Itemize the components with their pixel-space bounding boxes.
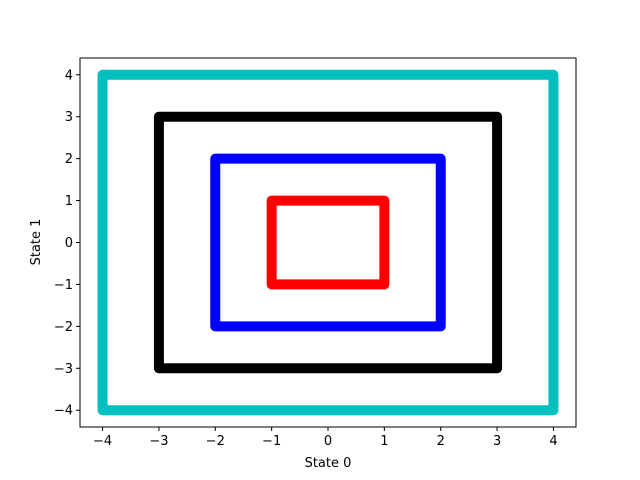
y-axis-label: State 1 bbox=[29, 219, 44, 266]
y-tick-label: −4 bbox=[54, 404, 73, 419]
series-line-0 bbox=[97, 69, 559, 416]
x-tick-label: 4 bbox=[549, 434, 557, 449]
x-tick-label: 2 bbox=[437, 434, 445, 449]
y-tick-label: 3 bbox=[65, 110, 73, 125]
y-tick-label: 1 bbox=[65, 194, 73, 209]
y-axis-ticks: −4 −3 −2 −1 0 1 2 3 4 bbox=[54, 68, 80, 419]
x-tick-label: −4 bbox=[93, 434, 112, 449]
y-tick-label: −3 bbox=[54, 362, 73, 377]
y-tick-label: −1 bbox=[54, 278, 73, 293]
y-tick-label: 4 bbox=[65, 68, 73, 83]
x-axis-ticks: −4 −3 −2 −1 0 1 2 3 4 bbox=[93, 427, 558, 449]
x-axis-label: State 0 bbox=[305, 456, 352, 471]
x-tick-label: 1 bbox=[380, 434, 388, 449]
x-tick-label: −3 bbox=[149, 434, 168, 449]
plot-area bbox=[79, 57, 577, 428]
y-tick-label: −2 bbox=[54, 320, 73, 335]
series-line-3 bbox=[266, 195, 390, 290]
x-tick-label: −2 bbox=[206, 434, 225, 449]
x-tick-label: −1 bbox=[262, 434, 281, 449]
series-line-2 bbox=[210, 153, 446, 332]
series-line-1 bbox=[153, 111, 503, 374]
x-tick-label: 0 bbox=[324, 434, 332, 449]
y-tick-label: 0 bbox=[65, 236, 73, 251]
y-tick-label: 2 bbox=[65, 152, 73, 167]
x-tick-label: 3 bbox=[493, 434, 501, 449]
